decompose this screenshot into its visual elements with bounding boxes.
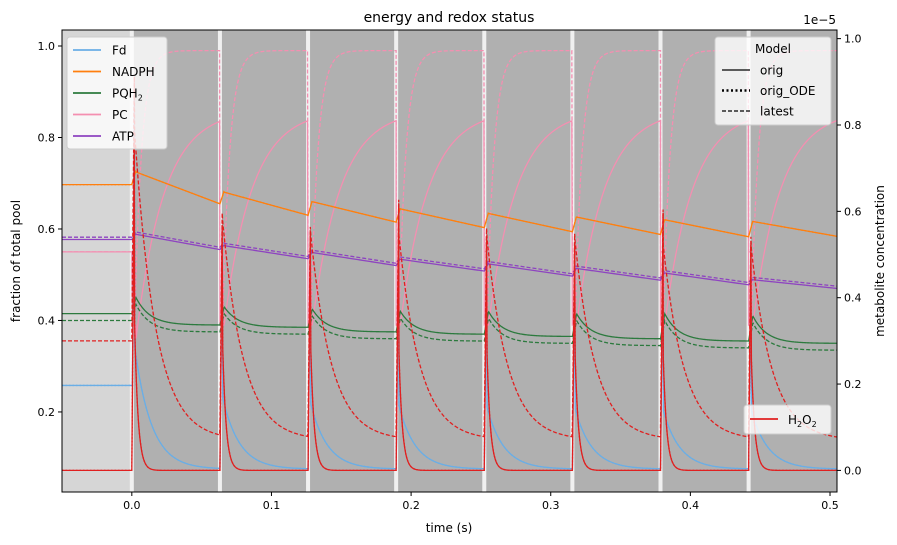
plot-frame [61,29,838,493]
right-y-axis: 0.0 0.2 0.4 0.6 0.8 1.0 [837,33,862,477]
left-y-tick-label: 0.8 [38,131,56,144]
species-legend-label: NADPH [112,65,155,79]
right-y-tick-label: 1.0 [844,33,862,46]
model-legend-title: Model [755,42,791,56]
left-y-tick-label: 0.2 [38,406,56,419]
species-legend-label: ATP [112,130,134,144]
species-legend-label: PQH2 [112,87,143,103]
model-legend-label: orig_ODE [760,84,816,98]
x-tick-label: 0.1 [263,499,281,512]
model-legend-box [714,36,832,126]
chart-title: energy and redox status [364,10,535,26]
h2o2-legend: H2O2 [743,404,832,435]
pc-orig-line [62,119,837,339]
pqh2-latest-line [62,302,837,351]
x-tick-label: 0.4 [682,499,700,512]
species-legend: Fd NADPH PQH2 PC ATP [66,36,168,150]
right-y-tick-label: 0.8 [844,119,862,132]
h2o2-legend-label: H2O2 [788,413,817,429]
atp-orig-line [62,232,837,290]
x-tick-label: 0.0 [123,499,141,512]
pc-latest-line [62,49,837,326]
right-y-tick-label: 0.0 [844,464,862,477]
h2o2-ode-line [62,140,837,472]
species-legend-box [66,36,168,150]
x-tick-label: 0.3 [542,499,560,512]
atp-latest-line [62,230,837,287]
x-axis: 0.0 0.1 0.2 0.3 0.4 0.5 [123,492,839,512]
right-axis-multiplier: 1e−5 [803,13,836,27]
left-y-axis: 0.2 0.4 0.6 0.8 1.0 [38,40,62,419]
series-lines [62,49,837,472]
species-legend-label: Fd [112,44,127,58]
model-legend-label: orig [760,64,783,78]
left-y-tick-label: 0.6 [38,223,56,236]
right-y-tick-label: 0.2 [844,378,862,391]
right-y-tick-label: 0.6 [844,205,862,218]
left-y-tick-label: 0.4 [38,314,56,327]
x-axis-label: time (s) [426,521,473,535]
h2o2-latest-line [62,76,837,438]
left-y-tick-label: 1.0 [38,40,56,53]
fd-ode-line [62,96,837,471]
model-legend-label: latest [760,105,794,119]
right-y-tick-label: 0.4 [844,292,862,305]
x-tick-label: 0.5 [821,499,839,512]
species-legend-label: PC [112,108,128,122]
nadph-orig-line [62,169,837,238]
x-tick-label: 0.2 [402,499,420,512]
pqh2-orig-line [62,296,837,344]
left-y-axis-label: fraction of total pool [9,200,23,322]
right-y-axis-label: metabolite concentration [873,185,887,337]
h2o2-legend-box [743,404,832,435]
